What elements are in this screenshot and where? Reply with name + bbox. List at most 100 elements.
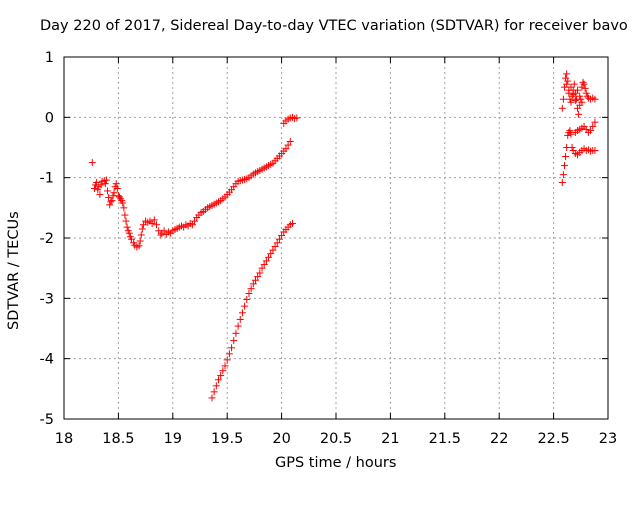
y-tick-label: -4 xyxy=(40,352,54,368)
data-point xyxy=(212,382,220,390)
data-point xyxy=(221,362,229,370)
data-point xyxy=(575,110,583,118)
x-tick-label: 20.5 xyxy=(320,431,352,447)
data-point xyxy=(234,322,242,330)
data-point xyxy=(273,239,281,247)
data-point xyxy=(135,242,143,250)
data-point xyxy=(117,195,125,203)
x-tick-label: 18.5 xyxy=(102,431,134,447)
data-point xyxy=(278,232,286,240)
data-point xyxy=(107,198,115,206)
data-point xyxy=(258,264,266,272)
data-point xyxy=(188,221,196,229)
data-point xyxy=(582,89,590,97)
data-point xyxy=(219,367,227,375)
data-point xyxy=(121,211,129,219)
data-point xyxy=(566,127,574,135)
x-tick-label: 21.5 xyxy=(429,431,461,447)
data-point xyxy=(214,376,222,384)
data-point xyxy=(587,127,595,135)
data-point xyxy=(150,216,158,224)
x-tick-label: 23 xyxy=(599,431,617,447)
data-point xyxy=(160,227,168,235)
data-point xyxy=(123,223,131,231)
data-point xyxy=(139,221,147,229)
chart: 18 18.5 19 19.5 20 20.5 21 21.5 22 22.5 23 1 0 -1 -2 -3… xyxy=(40,50,618,447)
data-point xyxy=(591,95,599,103)
y-tick-label: -2 xyxy=(40,231,54,247)
data-point xyxy=(112,180,120,188)
data-point xyxy=(152,221,160,229)
data-point xyxy=(247,285,255,293)
data-point xyxy=(262,257,270,265)
data-point xyxy=(271,242,279,250)
data-point xyxy=(138,225,146,233)
y-tick-label: -3 xyxy=(40,291,54,307)
data-point xyxy=(576,92,584,100)
data-point xyxy=(148,220,156,228)
data-point xyxy=(223,356,231,364)
chart-title: Day 220 of 2017, Sidereal Day-to-day VTE… xyxy=(40,18,628,34)
data-point xyxy=(208,394,216,402)
data-point xyxy=(567,83,575,91)
data-point xyxy=(562,153,570,161)
data-point xyxy=(564,77,572,85)
data-points xyxy=(88,70,599,402)
data-point xyxy=(96,191,104,199)
data-point xyxy=(120,204,128,212)
data-point xyxy=(249,280,257,288)
data-point xyxy=(580,80,588,88)
y-axis-label-wrap: SDTVAR / TECUs xyxy=(6,211,26,530)
data-point xyxy=(564,131,572,139)
data-point xyxy=(106,201,114,209)
data-point xyxy=(88,159,96,167)
data-point xyxy=(558,104,566,112)
data-point xyxy=(571,96,579,104)
data-point xyxy=(267,250,275,258)
data-point xyxy=(260,261,268,269)
y-tick-label: -1 xyxy=(40,171,54,187)
data-point xyxy=(589,122,597,130)
data-point xyxy=(286,137,294,145)
data-point xyxy=(245,290,253,298)
data-point xyxy=(110,189,118,197)
data-point xyxy=(228,344,236,352)
data-point xyxy=(210,388,218,396)
data-point xyxy=(115,193,123,201)
data-point xyxy=(232,329,240,337)
data-point xyxy=(570,80,578,88)
x-tick-label: 21 xyxy=(381,431,399,447)
data-point xyxy=(93,178,101,186)
data-point xyxy=(293,114,301,122)
data-point xyxy=(559,95,567,103)
data-point xyxy=(269,246,277,254)
x-tick-label: 19.5 xyxy=(211,431,243,447)
data-point xyxy=(284,141,292,149)
data-point xyxy=(97,181,105,189)
x-tick-label: 19 xyxy=(164,431,182,447)
data-point xyxy=(591,118,599,126)
data-point xyxy=(578,98,586,106)
data-point xyxy=(282,145,290,153)
data-point xyxy=(579,78,587,86)
x-axis-label: GPS time / hours xyxy=(275,455,397,471)
data-point xyxy=(137,231,145,239)
axis-ticks: 18 18.5 19 19.5 20 20.5 21 21.5 22 22.5 23 1 0 -1 -2 -3… xyxy=(40,50,618,447)
x-tick-label: 22 xyxy=(490,431,508,447)
data-point xyxy=(94,186,102,194)
data-point xyxy=(225,350,233,358)
data-point xyxy=(265,253,273,261)
data-point xyxy=(119,199,127,207)
data-point xyxy=(217,372,225,380)
data-point xyxy=(243,296,251,304)
data-point xyxy=(581,84,589,92)
data-point xyxy=(122,217,130,225)
data-point xyxy=(591,147,599,155)
y-tick-label: 1 xyxy=(45,50,54,66)
grid-lines xyxy=(64,57,608,419)
data-point xyxy=(251,276,259,284)
data-point xyxy=(125,229,133,237)
data-point xyxy=(577,95,585,103)
data-point xyxy=(105,194,113,202)
data-point xyxy=(236,315,244,323)
